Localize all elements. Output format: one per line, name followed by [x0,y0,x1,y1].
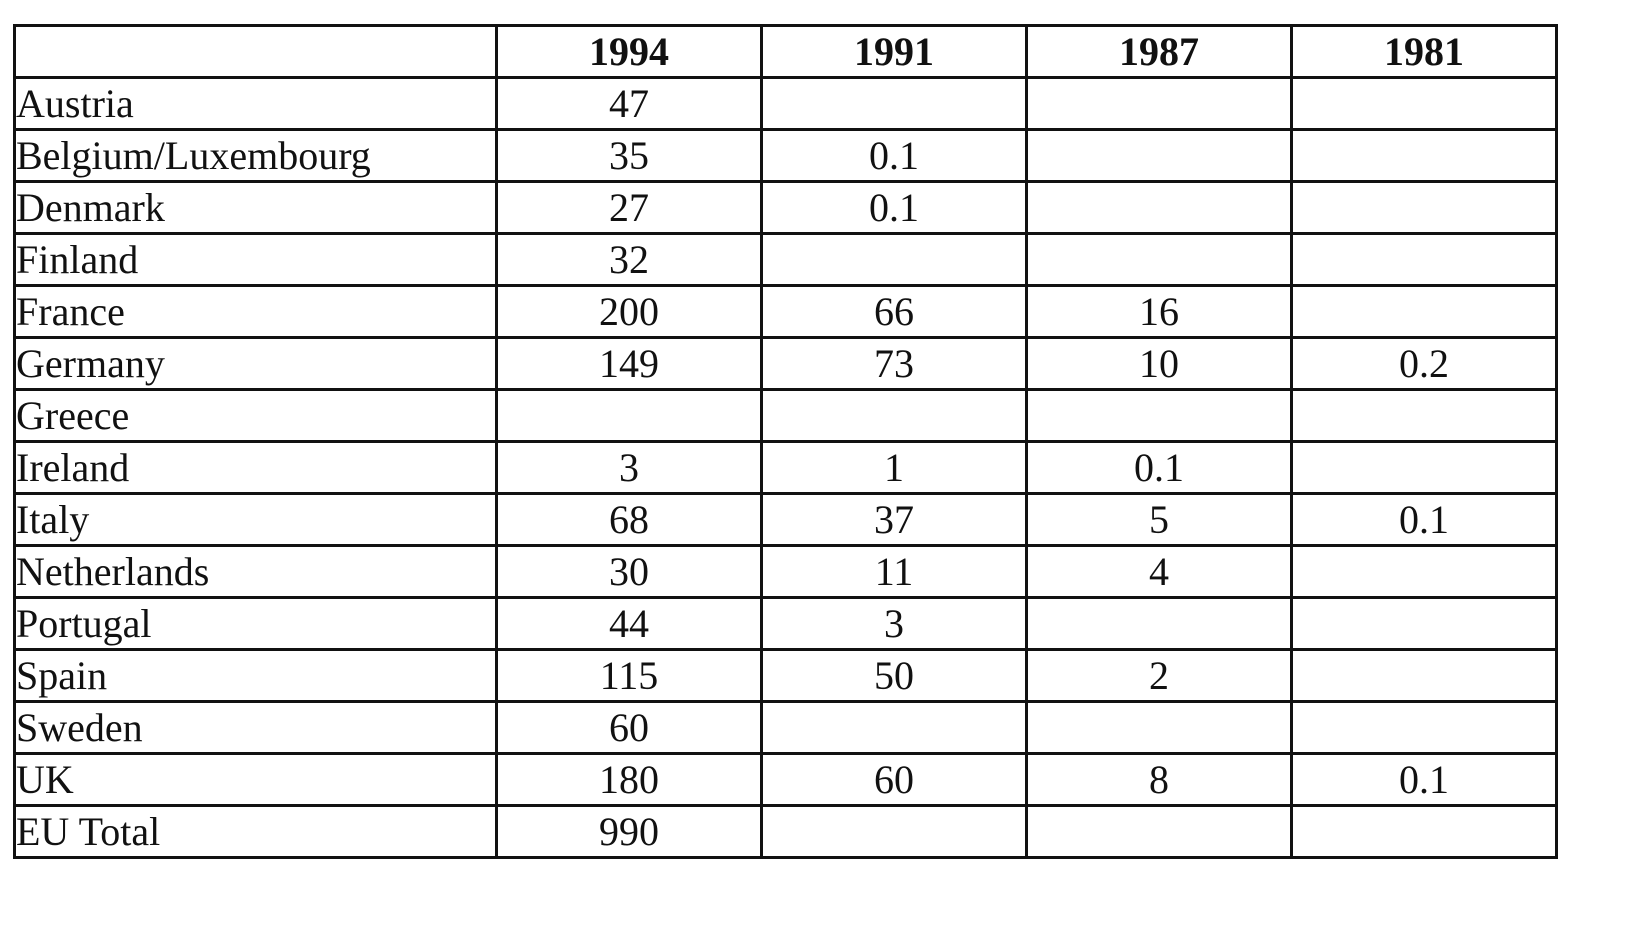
row-label-cell: Germany [13,336,498,391]
value-cell: 16 [1025,284,1293,339]
value-cell: 149 [495,336,763,391]
value-cell: 0.1 [1290,492,1558,547]
value-cell: 60 [495,700,763,755]
row-label-cell: Greece [13,388,498,443]
value-cell [1025,76,1293,131]
table-row: Sweden 60 [13,700,1558,755]
table-row: Greece [13,388,1558,443]
table-container: 1994 1991 1987 1981 Austria 47 Belgium/Lux… [13,24,1558,859]
table-row: Belgium/Luxembourg 35 0.1 [13,128,1558,183]
header-cell-1994: 1994 [495,24,763,79]
value-cell [760,804,1028,859]
value-cell: 73 [760,336,1028,391]
value-cell [495,388,763,443]
value-cell [760,700,1028,755]
value-cell: 0.1 [760,180,1028,235]
table-row: Germany 149 73 10 0.2 [13,336,1558,391]
value-cell: 66 [760,284,1028,339]
value-cell: 37 [760,492,1028,547]
value-cell [1025,180,1293,235]
header-cell-1987: 1987 [1025,24,1293,79]
row-label-cell: Finland [13,232,498,287]
value-cell: 200 [495,284,763,339]
row-label-cell: Ireland [13,440,498,495]
value-cell: 4 [1025,544,1293,599]
value-cell: 0.1 [1025,440,1293,495]
table-row: Ireland 3 1 0.1 [13,440,1558,495]
value-cell [1025,804,1293,859]
value-cell: 5 [1025,492,1293,547]
value-cell [1025,232,1293,287]
value-cell: 32 [495,232,763,287]
value-cell: 8 [1025,752,1293,807]
value-cell: 115 [495,648,763,703]
value-cell [1290,284,1558,339]
table-row: Netherlands 30 11 4 [13,544,1558,599]
value-cell: 60 [760,752,1028,807]
value-cell [1290,128,1558,183]
value-cell: 0.2 [1290,336,1558,391]
value-cell [1025,596,1293,651]
value-cell [1025,388,1293,443]
row-label-cell: Austria [13,76,498,131]
header-row: 1994 1991 1987 1981 [13,24,1558,79]
value-cell: 11 [760,544,1028,599]
row-label-cell: Sweden [13,700,498,755]
row-label-cell: Italy [13,492,498,547]
row-label-cell: Spain [13,648,498,703]
value-cell: 27 [495,180,763,235]
header-cell-corner [13,24,498,79]
value-cell: 990 [495,804,763,859]
value-cell: 44 [495,596,763,651]
value-cell [1290,388,1558,443]
value-cell [1290,700,1558,755]
value-cell: 0.1 [760,128,1028,183]
value-cell [1290,596,1558,651]
value-cell [760,232,1028,287]
table-row: Spain 115 50 2 [13,648,1558,703]
value-cell: 30 [495,544,763,599]
value-cell: 68 [495,492,763,547]
value-cell [1290,232,1558,287]
table-row: UK 180 60 8 0.1 [13,752,1558,807]
value-cell: 180 [495,752,763,807]
value-cell [760,388,1028,443]
value-cell: 3 [495,440,763,495]
value-cell: 50 [760,648,1028,703]
table-row: Denmark 27 0.1 [13,180,1558,235]
table-row: France 200 66 16 [13,284,1558,339]
row-label-cell: EU Total [13,804,498,859]
header-cell-1981: 1981 [1290,24,1558,79]
value-cell [1290,804,1558,859]
row-label-cell: UK [13,752,498,807]
value-cell: 0.1 [1290,752,1558,807]
row-label-cell: France [13,284,498,339]
value-cell [1025,700,1293,755]
value-cell: 1 [760,440,1028,495]
value-cell: 35 [495,128,763,183]
value-cell [760,76,1028,131]
value-cell: 47 [495,76,763,131]
table-row: Austria 47 [13,76,1558,131]
row-label-cell: Belgium/Luxembourg [13,128,498,183]
value-cell [1290,76,1558,131]
value-cell: 3 [760,596,1028,651]
value-cell [1290,180,1558,235]
row-label-cell: Portugal [13,596,498,651]
data-table: 1994 1991 1987 1981 Austria 47 Belgium/Lux… [13,24,1558,859]
value-cell [1290,440,1558,495]
table-row: EU Total 990 [13,804,1558,859]
value-cell [1025,128,1293,183]
table-body: Austria 47 Belgium/Luxembourg 35 0.1 Denmark 2… [13,76,1558,859]
row-label-cell: Denmark [13,180,498,235]
table-row: Italy 68 37 5 0.1 [13,492,1558,547]
value-cell: 2 [1025,648,1293,703]
header-cell-1991: 1991 [760,24,1028,79]
value-cell [1290,648,1558,703]
value-cell [1290,544,1558,599]
row-label-cell: Netherlands [13,544,498,599]
value-cell: 10 [1025,336,1293,391]
table-row: Portugal 44 3 [13,596,1558,651]
table-row: Finland 32 [13,232,1558,287]
